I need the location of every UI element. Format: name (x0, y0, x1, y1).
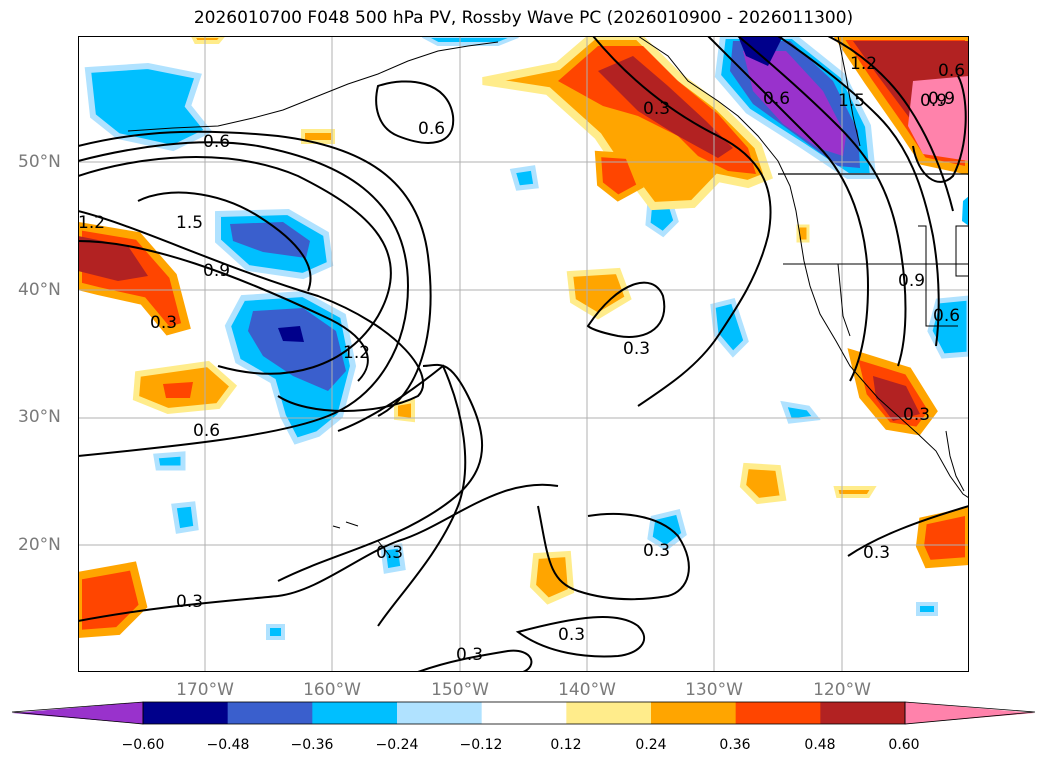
shade-blob (266, 624, 285, 640)
shade-blob (916, 602, 938, 616)
colorbar-segment (566, 702, 652, 724)
shade-blob (394, 398, 415, 423)
contour-label: 0.6 (933, 306, 960, 326)
shade-blob (915, 506, 969, 569)
contour-label: 0.9 (203, 261, 230, 281)
colorbar-segment (481, 702, 567, 724)
colorbar-segment (735, 702, 821, 724)
colorbar-label: −0.48 (206, 737, 250, 753)
shade-blob (647, 509, 687, 552)
colorbar-extend-max (905, 702, 1035, 724)
contour-label: 0.6 (763, 89, 790, 109)
colorbar-label: −0.12 (459, 737, 503, 753)
colorbar (11, 701, 1036, 725)
shade-blob (833, 486, 877, 498)
contour-label: 0.3 (176, 592, 203, 612)
contour-label: 0.6 (418, 119, 445, 139)
contour-label: 0.9 (920, 91, 947, 111)
shade-blob (153, 451, 186, 471)
colorbar-segment (397, 702, 483, 724)
shade-blob (594, 150, 644, 202)
lon-tick: 170°W (176, 680, 234, 700)
contour-label: 0.3 (643, 541, 670, 561)
shade-blob (743, 51, 846, 156)
colorbar-label: 0.36 (719, 737, 751, 753)
lon-tick: 160°W (303, 680, 361, 700)
colorbar-segment (143, 702, 229, 724)
colorbar-label: 0.60 (888, 737, 920, 753)
shade-blob (190, 36, 226, 44)
contour-label: 1.5 (838, 91, 865, 111)
contour-label: 0.6 (203, 132, 230, 152)
positive-anomaly-shading (78, 36, 969, 639)
colorbar-segment (227, 702, 313, 724)
shade-blob (163, 382, 193, 398)
colorbar-segment (312, 702, 398, 724)
colorbar-label: 0.24 (635, 737, 667, 753)
shade-blob (873, 376, 920, 421)
colorbar-label: 0.12 (550, 737, 582, 753)
contour-label: 0.3 (456, 645, 483, 665)
colorbar-extend-min (12, 702, 143, 724)
shade-blob (84, 62, 213, 152)
contour-label: 0.3 (150, 313, 177, 333)
colorbar-label: −0.24 (375, 737, 419, 753)
contour-label-group: 0.6 0.6 0.3 0.6 1.5 1.2 0.9 1.2 1.5 0.9 … (78, 54, 965, 665)
colorbar-label: −0.60 (121, 737, 165, 753)
lon-tick: 150°W (431, 680, 489, 700)
shade-blob (301, 129, 335, 144)
pv-map: 0.6 0.6 0.3 0.6 1.5 1.2 0.9 1.2 1.5 0.9 … (78, 36, 969, 672)
contour-label: 0.6 (193, 421, 220, 441)
colorbar-label: 0.48 (804, 737, 836, 753)
contour-label: 0.3 (376, 543, 403, 563)
lon-tick: 120°W (813, 680, 871, 700)
shade-blob (422, 36, 519, 46)
shade-blob (908, 76, 969, 161)
shade-blob (566, 267, 632, 320)
contour-label: 1.5 (176, 213, 203, 233)
colorbar-segment (820, 702, 906, 724)
lat-tick: 20°N (18, 535, 61, 555)
shade-blob (78, 561, 148, 639)
contour-label: 1.2 (78, 213, 105, 233)
contour-label: 1.2 (850, 54, 877, 74)
contour-label: 0.3 (903, 405, 930, 425)
contour-label: 0.3 (623, 339, 650, 359)
lon-tick: 130°W (685, 680, 743, 700)
map-title: 2026010700 F048 500 hPa PV, Rossby Wave … (193, 8, 854, 28)
contour-label: 0.9 (898, 271, 925, 291)
contour-label: 0.9 (928, 89, 955, 109)
shade-blob (230, 222, 310, 258)
contour-label: 0.3 (863, 543, 890, 563)
contour-label: 0.6 (938, 61, 965, 81)
shade-blob (738, 36, 783, 66)
colorbar-label: −0.36 (290, 737, 334, 753)
lat-tick: 50°N (18, 152, 61, 172)
shade-blob (248, 308, 346, 391)
graticule (78, 36, 969, 672)
shade-blob (710, 298, 749, 358)
lat-tick: 40°N (18, 280, 61, 300)
colorbar-segment (651, 702, 737, 724)
contour-label: 1.2 (343, 343, 370, 363)
shade-blob (78, 236, 148, 281)
shade-blob (529, 550, 575, 605)
coastlines (127, 36, 969, 557)
contour-label: 0.3 (558, 625, 585, 645)
shade-blob (380, 543, 406, 574)
negative-anomaly-shading (84, 36, 969, 640)
shade-blob (278, 326, 304, 342)
shade-blob (739, 462, 787, 505)
shade-blob (962, 196, 969, 226)
shade-blob (171, 501, 199, 534)
shade-blob (509, 165, 539, 191)
map-frame (78, 36, 969, 672)
contour-label: 0.3 (643, 99, 670, 119)
shade-blob (598, 56, 733, 158)
pv-contours (78, 36, 969, 672)
lat-tick: 30°N (18, 407, 61, 427)
lon-tick: 140°W (558, 680, 616, 700)
